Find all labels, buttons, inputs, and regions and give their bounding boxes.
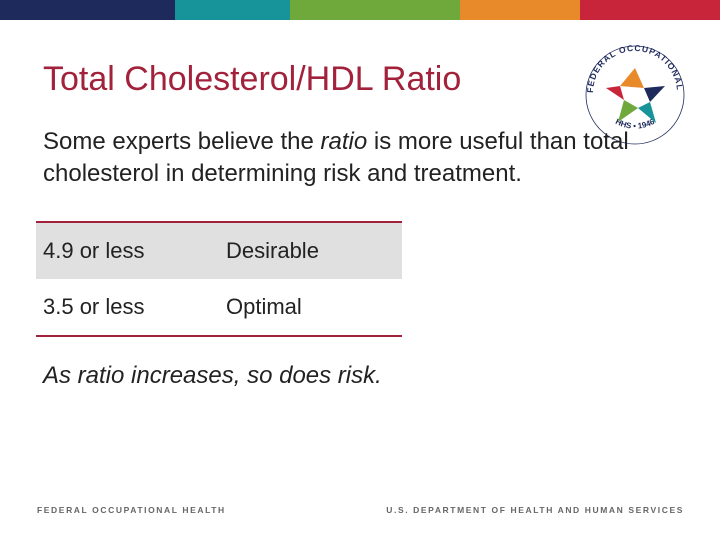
- logo-ring: [585, 45, 685, 145]
- table-row: 4.9 or less Desirable: [36, 223, 402, 279]
- star-part: [644, 86, 665, 102]
- color-bar: [460, 0, 580, 20]
- star-part: [618, 100, 638, 122]
- body-emphasis: ratio: [320, 128, 368, 155]
- body-text: Some experts believe the ratio is more u…: [43, 126, 683, 190]
- table-row: 3.5 or less Optimal: [36, 279, 402, 335]
- color-bar: [175, 0, 290, 20]
- cell: 4.9 or less: [43, 238, 145, 263]
- logo: FEDERAL OCCUPATIONAL HEALTH HHS • 1946: [580, 38, 685, 145]
- star-part: [606, 86, 624, 100]
- logo-bottom-text: HHS • 1946: [614, 117, 657, 131]
- color-bar: [0, 0, 175, 20]
- color-bar: [290, 0, 460, 20]
- footer-left: FEDERAL OCCUPATIONAL HEALTH: [37, 505, 226, 515]
- body-part: is more useful than total cholesterol in…: [43, 128, 629, 187]
- cell: Optimal: [226, 294, 302, 319]
- footer-right: U.S. DEPARTMENT OF HEALTH AND HUMAN SERV…: [386, 505, 684, 515]
- star-part: [638, 102, 656, 123]
- table: 4.9 or less Desirable 3.5 or less Optima…: [36, 221, 402, 337]
- color-bar: [580, 0, 720, 20]
- star-part: [620, 68, 644, 88]
- body-part: Some experts believe the: [43, 128, 321, 155]
- cell: 3.5 or less: [43, 294, 145, 319]
- note: As ratio increases, so does risk.: [43, 362, 382, 389]
- cell: Desirable: [226, 238, 319, 263]
- title: Total Cholesterol/HDL Ratio: [43, 60, 462, 98]
